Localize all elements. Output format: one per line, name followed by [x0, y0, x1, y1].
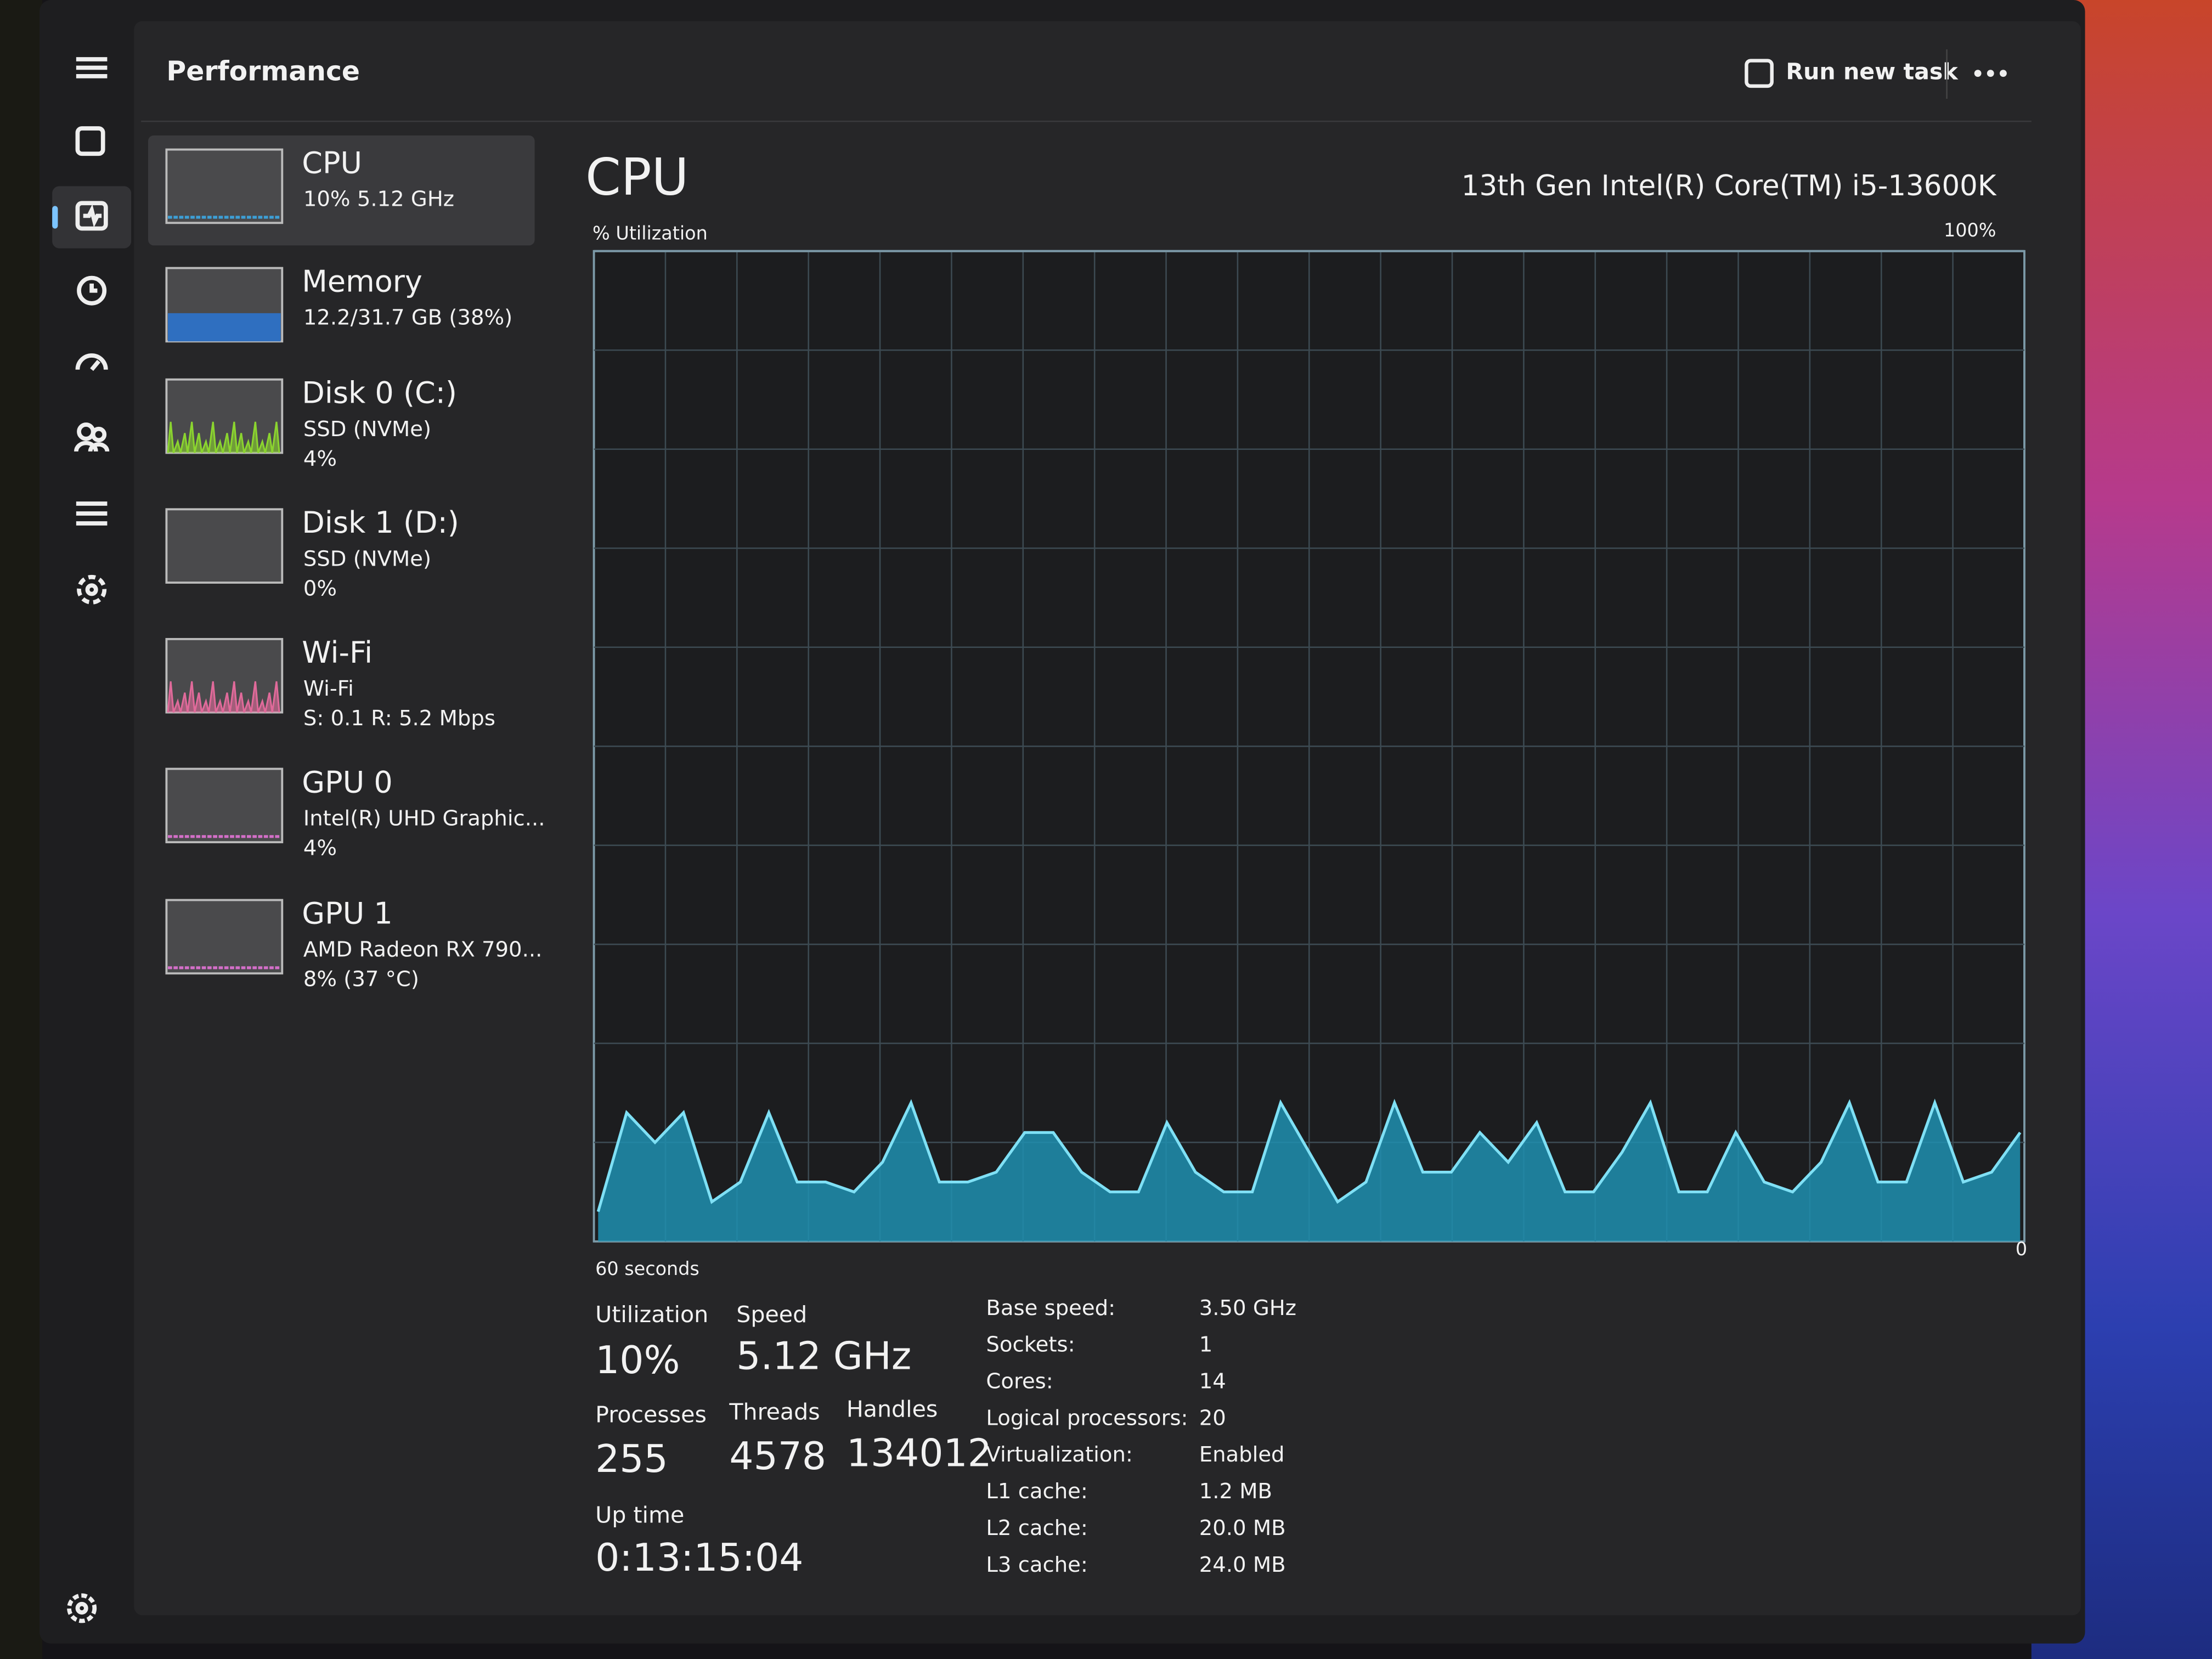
- stat-value: 4578: [729, 1435, 826, 1479]
- thumbnail-spikes: [167, 421, 280, 453]
- sidebar-item[interactable]: CPU 10% 5.12 GHz: [148, 135, 535, 246]
- device-detail: 4%: [303, 836, 337, 861]
- run-new-task-label: Run new task: [1786, 59, 1959, 85]
- stat-value: 255: [595, 1437, 668, 1481]
- main-title: CPU: [585, 148, 689, 207]
- spec-value: 1.2 MB: [1199, 1479, 1272, 1504]
- spec-label: L3 cache:: [986, 1553, 1087, 1577]
- run-new-task-button[interactable]: Run new task: [1745, 59, 1959, 88]
- device-name: CPU: [302, 145, 362, 180]
- device-detail: AMD Radeon RX 790...: [303, 938, 543, 962]
- utilization-area: [598, 1103, 2021, 1242]
- thumbnail: [165, 148, 284, 224]
- device-name: Wi-Fi: [302, 635, 373, 670]
- left-edge: [0, 0, 43, 1659]
- stat-label: Up time: [595, 1502, 684, 1528]
- nav-menu[interactable]: [76, 57, 108, 78]
- thumbnail-fill: [168, 313, 281, 342]
- stat-label: Handles: [847, 1396, 938, 1422]
- thumbnail: [165, 768, 284, 844]
- spec-value: 1: [1199, 1333, 1213, 1357]
- device-detail: 12.2/31.7 GB (38%): [303, 306, 512, 330]
- y-tick-label: 100%: [1944, 219, 1996, 241]
- device-detail: Intel(R) UHD Graphic...: [303, 806, 545, 831]
- stat-label: Utilization: [595, 1301, 708, 1328]
- device-detail: 0%: [303, 576, 337, 601]
- spec-label: Base speed:: [986, 1296, 1115, 1321]
- nav-services[interactable]: [77, 574, 107, 605]
- utilization-line: [596, 1098, 2022, 1212]
- stat-value: 10%: [595, 1339, 680, 1383]
- device-name: Memory: [302, 264, 422, 298]
- spec-label: Cores:: [986, 1369, 1053, 1394]
- graph: [596, 1098, 2022, 1242]
- sidebar-item[interactable]: GPU 1 AMD Radeon RX 790... 8% (37 °C): [165, 896, 543, 992]
- x-axis-end-label: 0: [2016, 1238, 2027, 1260]
- spec-value: 3.50 GHz: [1199, 1296, 1296, 1321]
- device-name: Disk 1 (D:): [302, 505, 459, 540]
- device-detail: 10% 5.12 GHz: [303, 187, 454, 212]
- spec-value: 14: [1199, 1369, 1226, 1394]
- nav-settings[interactable]: [67, 1593, 97, 1623]
- nav-indicator: [52, 206, 58, 229]
- device-name: Disk 0 (C:): [302, 376, 457, 410]
- thumbnail: [165, 899, 284, 975]
- sidebar-item[interactable]: Memory 12.2/31.7 GB (38%): [165, 264, 512, 343]
- sidebar: CPU 10% 5.12 GHz Memory 12.2/31.7 GB (38%) D…: [148, 135, 545, 992]
- nav-details[interactable]: [76, 501, 108, 526]
- device-detail: SSD (NVMe): [303, 546, 431, 571]
- stat-value: 0:13:15:04: [595, 1536, 803, 1580]
- device-detail: Wi-Fi: [303, 676, 354, 701]
- sidebar-item[interactable]: Wi-Fi Wi-Fi S: 0.1 R: 5.2 Mbps: [165, 635, 495, 731]
- run-icon: [1745, 59, 1774, 88]
- device-name: GPU 1: [302, 896, 392, 930]
- spec-value: 20: [1199, 1406, 1226, 1430]
- nav-processes[interactable]: [75, 126, 105, 156]
- nav-users[interactable]: [74, 422, 110, 452]
- sidebar-item[interactable]: Disk 0 (C:) SSD (NVMe) 4%: [165, 376, 457, 471]
- sidebar-item[interactable]: GPU 0 Intel(R) UHD Graphic... 4%: [165, 765, 545, 861]
- thumbnail: [165, 508, 284, 584]
- stat-label: Speed: [736, 1301, 807, 1328]
- spec-label: Sockets:: [986, 1333, 1075, 1357]
- nav-startup[interactable]: [75, 353, 108, 371]
- spec-value: 20.0 MB: [1199, 1516, 1286, 1541]
- y-axis-label: % Utilization: [592, 222, 708, 244]
- thumbnail-spikes: [167, 681, 280, 713]
- device-detail: SSD (NVMe): [303, 417, 431, 442]
- sidebar-item[interactable]: Disk 1 (D:) SSD (NVMe) 0%: [165, 505, 459, 601]
- spec-label: L1 cache:: [986, 1479, 1087, 1504]
- spec-value: Enabled: [1199, 1442, 1285, 1467]
- page-title: Performance: [166, 56, 360, 87]
- device-name: GPU 0: [302, 765, 392, 799]
- processor-name: 13th Gen Intel(R) Core(TM) i5-13600K: [1462, 170, 1997, 202]
- stat-value: 134012: [847, 1432, 992, 1476]
- stats: Utilization 10% Speed 5.12 GHz Processes 255 T…: [595, 1296, 1296, 1580]
- stat-label: Processes: [595, 1402, 707, 1428]
- grid: 100%: [594, 219, 2025, 1242]
- spec-label: Virtualization:: [986, 1442, 1132, 1467]
- nav-performance[interactable]: [75, 201, 108, 231]
- stat-label: Threads: [729, 1399, 820, 1425]
- spec-value: 24.0 MB: [1199, 1553, 1286, 1577]
- stat-value: 5.12 GHz: [736, 1334, 911, 1378]
- x-axis-start-label: 60 seconds: [595, 1258, 699, 1279]
- device-detail: 8% (37 °C): [303, 967, 419, 992]
- device-detail: S: 0.1 R: 5.2 Mbps: [303, 706, 495, 731]
- more-button[interactable]: [1974, 70, 2007, 77]
- nav-app-history[interactable]: [77, 275, 107, 306]
- spec-label: L2 cache:: [986, 1516, 1087, 1541]
- device-detail: 4%: [303, 447, 337, 471]
- spec-label: Logical processors:: [986, 1406, 1188, 1430]
